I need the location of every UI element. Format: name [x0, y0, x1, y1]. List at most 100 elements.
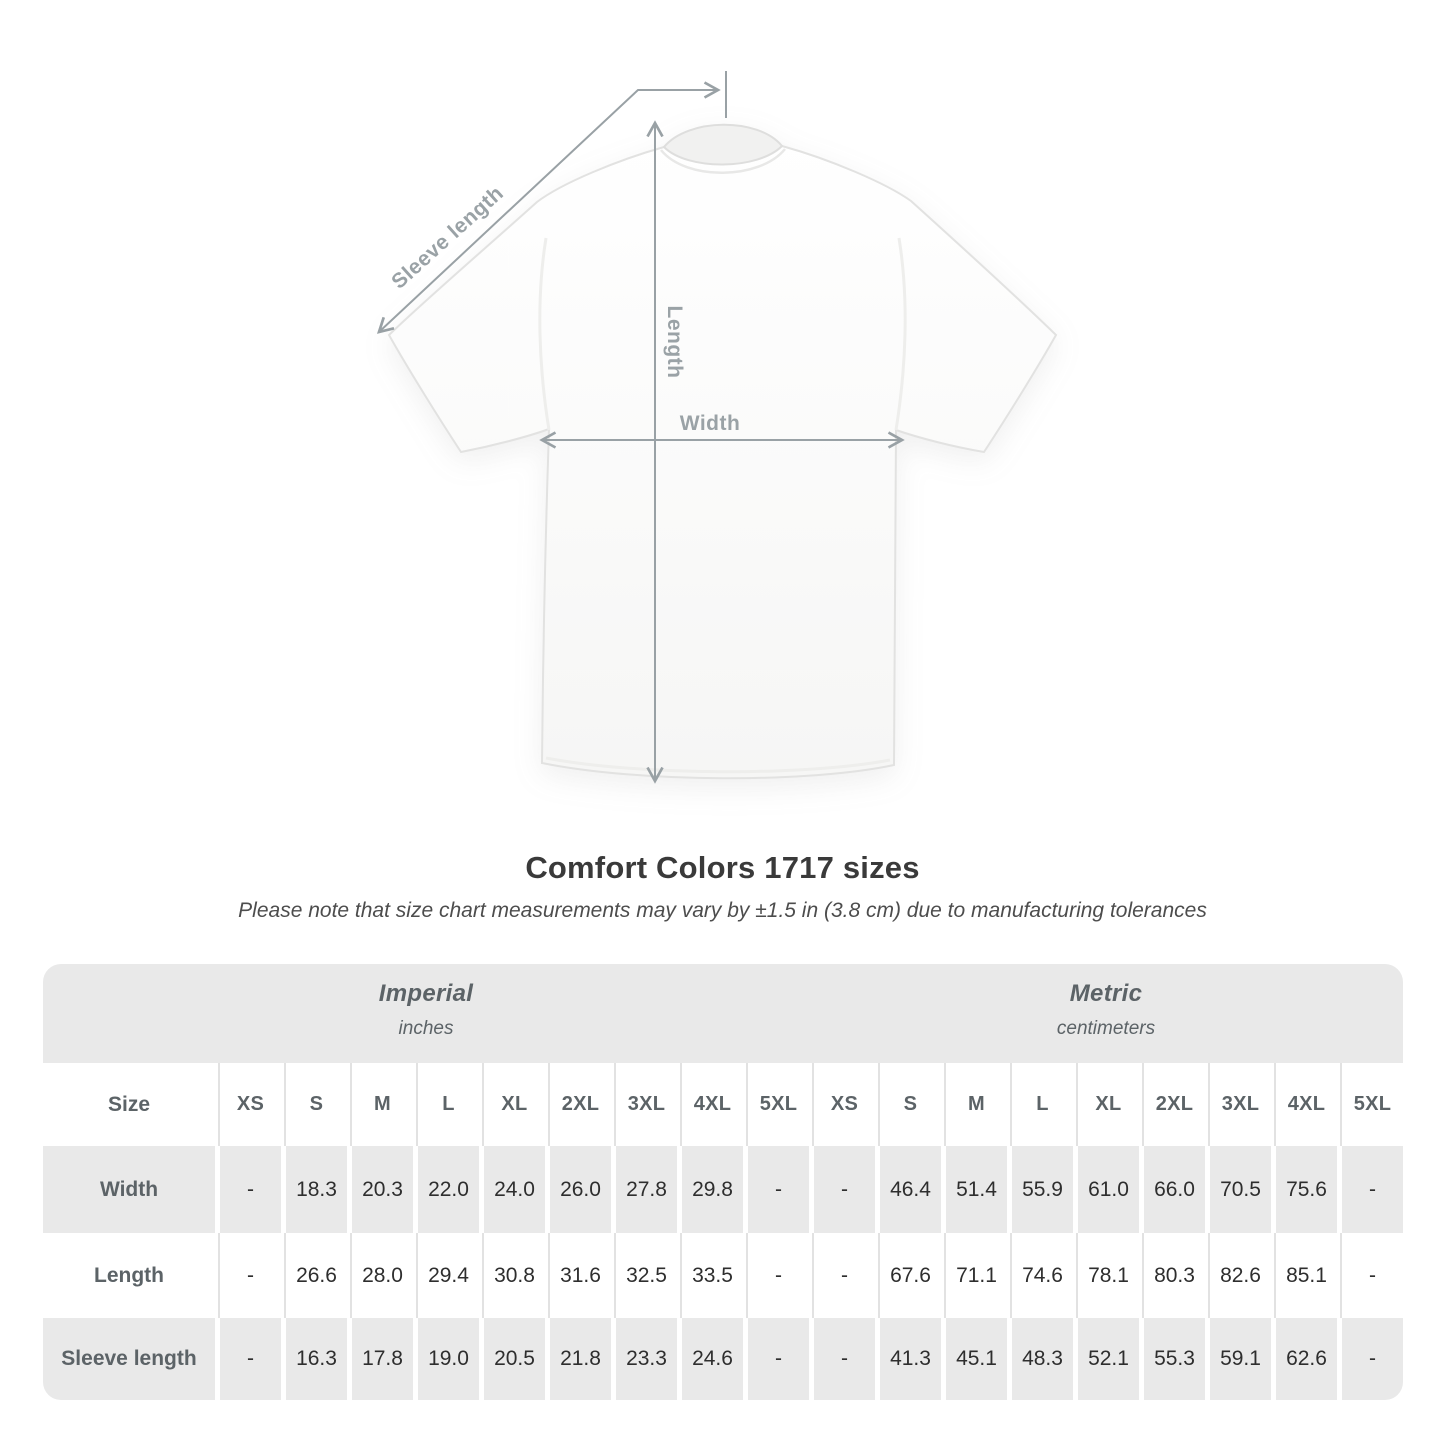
sleeve-length-value-cell: 55.3 [1144, 1318, 1205, 1400]
width-value-cell: 70.5 [1210, 1146, 1271, 1233]
width-value-cell: 27.8 [616, 1146, 677, 1233]
sleeve-length-value-cell: 21.8 [550, 1318, 611, 1400]
width-value-cell: 55.9 [1012, 1146, 1073, 1233]
sleeve-length-value-cell: - [220, 1318, 281, 1400]
tolerance-note: Please note that size chart measurements… [238, 899, 1207, 922]
width-value-cell: 26.0 [550, 1146, 611, 1233]
width-value-cell: - [1342, 1146, 1403, 1233]
sleeve-length-value-cell: 45.1 [946, 1318, 1007, 1400]
sleeve-length-arrow [376, 81, 721, 334]
size-column-header: 3XL [616, 1063, 677, 1146]
size-column-header: L [418, 1063, 479, 1146]
sleeve-length-value-cell: 17.8 [352, 1318, 413, 1400]
width-value-cell: 29.8 [682, 1146, 743, 1233]
table-row-sleeve-length: Sleeve length -16.3 17.8 19.0 20.5 21.8 23.3 2… [43, 1318, 1403, 1400]
corner-header-size: Size [107, 1092, 151, 1116]
length-value-cell: - [748, 1233, 809, 1318]
tshirt-diagram-svg [376, 71, 1058, 784]
width-value-cell: - [814, 1146, 875, 1233]
size-column-header: S [286, 1063, 347, 1146]
size-column-header: 2XL [550, 1063, 611, 1146]
sleeve-length-value-cell: 24.6 [682, 1318, 743, 1400]
width-value-cell: - [220, 1146, 281, 1233]
right-seam-crease [894, 237, 907, 431]
sleeve-length-value-cell: - [814, 1318, 875, 1400]
width-value-cell: 24.0 [484, 1146, 545, 1233]
width-value-cell: 66.0 [1144, 1146, 1205, 1233]
size-column-header: XL [484, 1063, 545, 1146]
table-row-length: Length -26.6 28.0 29.4 30.8 31.6 32.5 33.5- -67… [43, 1233, 1403, 1318]
row-label-width: Width [43, 1146, 215, 1233]
width-value-cell: 20.3 [352, 1146, 413, 1233]
table-row-width: Width -18.3 20.3 22.0 24.0 26.0 27.8 29.8- -46.… [43, 1146, 1403, 1233]
table-header-row: Size XS S M L XL 2XL 3XL 4XL 5XL XS S M L XL 2XL 3XL 4XL… [43, 1063, 1403, 1146]
sleeve-length-value-cell: 48.3 [1012, 1318, 1073, 1400]
sleeve-length-value-cell: - [748, 1318, 809, 1400]
length-value-cell: 82.6 [1210, 1233, 1271, 1318]
tshirt-measurement-diagram: Sleeve length Length Width [300, 55, 1145, 845]
length-value-cell: - [220, 1233, 281, 1318]
length-value-cell: 71.1 [946, 1233, 1007, 1318]
imperial-group-header: Imperial inches [43, 964, 809, 1063]
width-value-cell: 61.0 [1078, 1146, 1139, 1233]
imperial-unit: inches [398, 1018, 454, 1039]
length-value-cell: 67.6 [880, 1233, 941, 1318]
length-label: Length [663, 305, 686, 379]
sleeve-length-value-cell: 41.3 [880, 1318, 941, 1400]
length-value-cell: 28.0 [352, 1233, 413, 1318]
length-value-cell: 29.4 [418, 1233, 479, 1318]
width-value-cell: 75.6 [1276, 1146, 1337, 1233]
hem-crease [545, 756, 891, 774]
width-value-cell: 22.0 [418, 1146, 479, 1233]
metric-unit: centimeters [1056, 1018, 1156, 1039]
size-column-header: 5XL [1342, 1063, 1403, 1146]
unit-group-band: Imperial inches Metric centimeters [43, 964, 1403, 1063]
size-column-header: XS [814, 1063, 875, 1146]
row-label-sleeve-length: Sleeve length [43, 1318, 215, 1400]
length-value-cell: - [1342, 1233, 1403, 1318]
sleeve-length-value-cell: 20.5 [484, 1318, 545, 1400]
size-column-header: 4XL [682, 1063, 743, 1146]
length-value-cell: 74.6 [1012, 1233, 1073, 1318]
width-value-cell: 51.4 [946, 1146, 1007, 1233]
length-value-cell: 80.3 [1144, 1233, 1205, 1318]
size-column-header: M [352, 1063, 413, 1146]
size-column-header: 2XL [1144, 1063, 1205, 1146]
size-column-header: XS [220, 1063, 281, 1146]
width-value-cell: 46.4 [880, 1146, 941, 1233]
width-value-cell: - [748, 1146, 809, 1233]
size-column-header: 4XL [1276, 1063, 1337, 1146]
row-label-length: Length [94, 1263, 164, 1287]
size-column-header: S [880, 1063, 941, 1146]
size-column-header: 5XL [748, 1063, 809, 1146]
size-column-header: L [1012, 1063, 1073, 1146]
measurement-lines [376, 71, 905, 784]
imperial-title: Imperial [378, 980, 474, 1007]
length-value-cell: 26.6 [286, 1233, 347, 1318]
sleeve-length-value-cell: 52.1 [1078, 1318, 1139, 1400]
metric-title: Metric [1069, 980, 1143, 1007]
sleeve-length-value-cell: 16.3 [286, 1318, 347, 1400]
length-value-cell: 30.8 [484, 1233, 545, 1318]
sleeve-length-value-cell: 23.3 [616, 1318, 677, 1400]
heading-block: Comfort Colors 1717 sizes Please note th… [0, 850, 1445, 923]
size-column-header: 3XL [1210, 1063, 1271, 1146]
size-table: Imperial inches Metric centimeters Size … [43, 964, 1403, 1400]
tshirt-illustration [387, 123, 1058, 780]
length-value-cell: 31.6 [550, 1233, 611, 1318]
width-value-cell: 18.3 [286, 1146, 347, 1233]
width-label: Width [679, 412, 741, 435]
sleeve-length-value-cell: 19.0 [418, 1318, 479, 1400]
page-title: Comfort Colors 1717 sizes [525, 850, 920, 885]
length-value-cell: 33.5 [682, 1233, 743, 1318]
length-value-cell: 78.1 [1078, 1233, 1139, 1318]
sleeve-length-value-cell: - [1342, 1318, 1403, 1400]
size-column-header: XL [1078, 1063, 1139, 1146]
length-value-cell: 32.5 [616, 1233, 677, 1318]
length-value-cell: 85.1 [1276, 1233, 1337, 1318]
length-value-cell: - [814, 1233, 875, 1318]
size-column-header: M [946, 1063, 1007, 1146]
sleeve-length-value-cell: 59.1 [1210, 1318, 1271, 1400]
metric-group-header: Metric centimeters [809, 964, 1403, 1063]
